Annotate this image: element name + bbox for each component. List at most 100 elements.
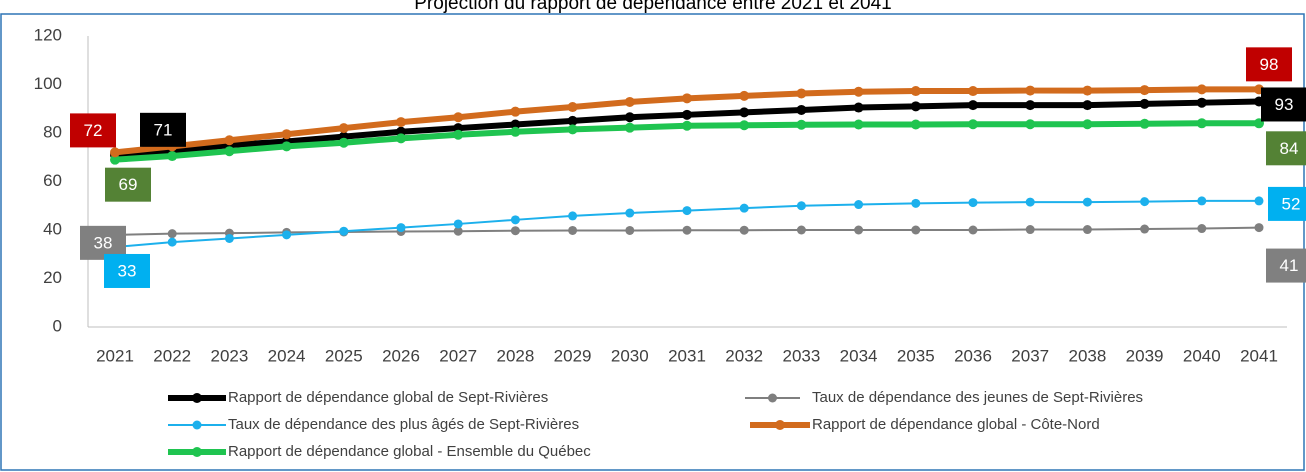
point	[1082, 85, 1093, 96]
point	[338, 137, 349, 148]
point	[1025, 225, 1035, 235]
point	[1139, 85, 1150, 96]
data-label: 93	[1275, 95, 1294, 114]
point	[1025, 85, 1036, 96]
point	[1196, 97, 1207, 108]
point	[682, 93, 692, 104]
chart-title: Projection du rapport de dépendance entr…	[414, 0, 891, 14]
point	[1196, 118, 1207, 129]
point	[911, 225, 921, 235]
data-label-box	[1268, 186, 1306, 221]
point	[396, 117, 406, 128]
point	[1082, 100, 1093, 111]
point	[739, 203, 749, 213]
point	[911, 198, 921, 208]
data-label: 84	[1280, 139, 1299, 158]
data-label: 52	[1282, 194, 1301, 213]
point	[567, 124, 578, 135]
point	[110, 154, 120, 165]
point	[510, 106, 521, 117]
point	[910, 119, 921, 130]
x-tick-label: 2032	[725, 346, 763, 365]
point	[625, 225, 635, 235]
point	[110, 147, 120, 158]
x-tick-label: 2041	[1240, 346, 1278, 365]
point	[1025, 197, 1035, 207]
point	[796, 225, 806, 235]
x-tick-label: 2026	[382, 346, 420, 365]
point	[453, 112, 464, 123]
legend-marker	[768, 393, 777, 403]
point	[1254, 223, 1264, 233]
x-tick-label: 2036	[954, 346, 992, 365]
legend-marker	[775, 420, 785, 430]
point	[1139, 98, 1150, 109]
point	[739, 120, 750, 131]
x-tick-label: 2038	[1068, 346, 1106, 365]
point	[853, 102, 864, 113]
x-tick-label: 2023	[210, 346, 248, 365]
point	[624, 96, 635, 107]
point	[224, 146, 235, 157]
point	[282, 230, 292, 240]
y-tick-label: 20	[43, 268, 62, 287]
data-label-box	[140, 112, 186, 147]
x-tick-label: 2028	[496, 346, 534, 365]
point	[1254, 196, 1264, 206]
data-label: 72	[84, 121, 103, 140]
data-label: 33	[118, 261, 137, 280]
point	[1196, 84, 1207, 95]
x-tick-label: 2030	[611, 346, 649, 365]
data-label: 71	[154, 120, 173, 139]
point	[910, 86, 921, 97]
point	[682, 206, 692, 216]
point	[224, 135, 235, 146]
point	[796, 104, 807, 115]
y-tick-label: 80	[43, 122, 62, 141]
x-tick-label: 2037	[1011, 346, 1049, 365]
point	[167, 151, 178, 162]
point	[796, 88, 807, 99]
legend-label: Taux de dépendance des jeunes de Sept-Ri…	[812, 389, 1143, 406]
point	[796, 119, 807, 130]
data-label-box	[1266, 248, 1306, 283]
point	[796, 201, 806, 211]
data-label-box	[70, 113, 116, 148]
point	[281, 129, 292, 140]
point	[453, 219, 463, 229]
data-label-box	[1246, 47, 1292, 82]
y-tick-label: 120	[34, 25, 62, 44]
y-tick-label: 60	[43, 171, 62, 190]
point	[1197, 196, 1207, 206]
legend-marker	[192, 420, 202, 430]
point	[453, 226, 463, 236]
point	[568, 211, 578, 221]
point	[968, 100, 978, 111]
point	[1082, 119, 1093, 130]
point	[510, 226, 520, 236]
data-label: 69	[119, 175, 138, 194]
legend-label: Rapport de dépendance global - Ensemble …	[228, 443, 591, 460]
point	[853, 86, 864, 97]
point	[510, 119, 521, 130]
point	[453, 129, 464, 140]
point	[968, 198, 978, 208]
x-tick-label: 2034	[840, 346, 878, 365]
legend-marker	[192, 393, 202, 403]
point	[167, 229, 177, 239]
x-tick-label: 2022	[153, 346, 191, 365]
point	[1139, 118, 1150, 129]
y-tick-label: 0	[53, 316, 62, 335]
point	[968, 119, 978, 130]
point	[739, 90, 750, 101]
data-label: 41	[1280, 256, 1299, 275]
point	[854, 200, 864, 210]
data-label: 38	[94, 233, 113, 252]
data-label-box	[105, 167, 151, 202]
x-tick-label: 2029	[554, 346, 592, 365]
x-tick-label: 2021	[96, 346, 134, 365]
point	[1082, 197, 1092, 207]
point	[1140, 197, 1150, 207]
y-tick-label: 40	[43, 219, 62, 238]
